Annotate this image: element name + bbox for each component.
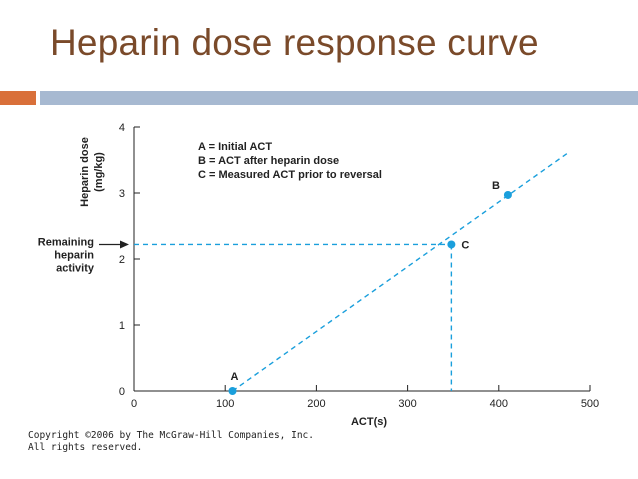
point-b bbox=[503, 190, 512, 199]
y-tick-label: 2 bbox=[119, 254, 125, 266]
title-divider-band bbox=[40, 91, 638, 105]
legend-entry: A = Initial ACT bbox=[198, 141, 272, 153]
annotation-line: activity bbox=[56, 262, 95, 274]
x-tick-label: 200 bbox=[307, 398, 325, 410]
point-label-c: C bbox=[461, 239, 469, 251]
y-tick-label: 0 bbox=[119, 386, 125, 398]
annotation-line: heparin bbox=[54, 249, 94, 261]
y-tick-label: 1 bbox=[119, 320, 125, 332]
copyright-notice: Copyright ©2006 by The McGraw-Hill Compa… bbox=[28, 430, 314, 454]
y-axis-label-unit: (mg/kg) bbox=[93, 152, 105, 192]
title-accent-band bbox=[0, 91, 36, 105]
point-label-b: B bbox=[492, 180, 500, 192]
annotation-arrow-head bbox=[120, 240, 129, 249]
legend-entry: B = ACT after heparin dose bbox=[198, 155, 339, 167]
y-tick-label: 4 bbox=[119, 122, 125, 134]
legend-entry: C = Measured ACT prior to reversal bbox=[198, 169, 382, 181]
x-tick-label: 500 bbox=[581, 398, 599, 410]
dose-response-line bbox=[232, 152, 568, 392]
x-tick-label: 100 bbox=[216, 398, 234, 410]
copyright-line: Copyright ©2006 by The McGraw-Hill Compa… bbox=[28, 430, 314, 441]
x-tick-label: 400 bbox=[490, 398, 508, 410]
x-tick-label: 300 bbox=[398, 398, 416, 410]
point-a bbox=[228, 387, 237, 395]
point-label-a: A bbox=[231, 371, 239, 383]
y-tick-label: 3 bbox=[119, 188, 125, 200]
x-tick-label: 0 bbox=[131, 398, 137, 410]
slide-title: Heparin dose response curve bbox=[50, 22, 539, 63]
point-c bbox=[447, 240, 456, 249]
annotation-line: Remaining bbox=[38, 236, 94, 248]
rights-line: All rights reserved. bbox=[28, 442, 143, 453]
y-axis-label: Heparin dose bbox=[79, 137, 91, 207]
x-axis-label: ACT(s) bbox=[351, 416, 387, 428]
heparin-dose-response-chart: 0 1 2 3 4 0 100 200 300 400 500 ACT(s) Heparin dose(… bbox=[38, 122, 599, 428]
